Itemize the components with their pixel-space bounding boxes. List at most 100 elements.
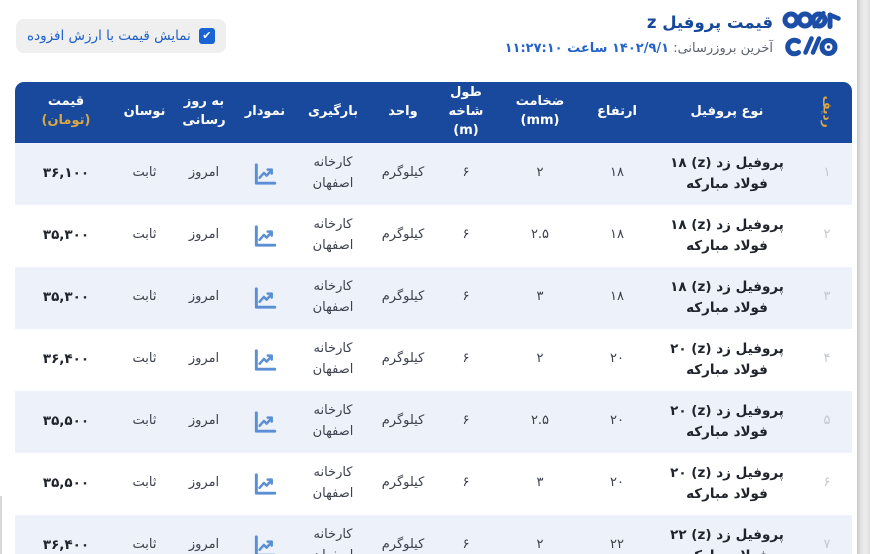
table-row: ۲ پروفیل زد (z) ۱۸ فولاد مبارکه ۱۸ ۲.۵ ۶… (15, 204, 852, 267)
unit-cell: کیلوگرم (381, 413, 425, 429)
price-cell: ۳۵,۵۰۰ (42, 413, 90, 430)
height-cell: ۱۸ (610, 289, 624, 305)
chart-icon[interactable] (252, 161, 278, 187)
loading-cell: کارخانه اصفهان (312, 465, 354, 501)
col-header-profile-type: نوع پروفیل (652, 82, 802, 143)
loading-cell: کارخانه اصفهان (312, 155, 354, 191)
thickness-cell: ۲ (536, 165, 544, 181)
topbar: قیمت پروفیل z آخرین بروزرسانی: ۱۴۰۲/۹/۱ … (0, 0, 870, 80)
updated-cell: امروز (188, 227, 220, 243)
price-cell: ۳۶,۴۰۰ (42, 351, 90, 368)
col-header-height: ارتفاع (582, 82, 652, 143)
col-header-chart: نمودار (236, 82, 294, 143)
height-cell: ۲۰ (610, 475, 624, 491)
row-index-cell: ۲ (823, 227, 831, 243)
loading-cell: کارخانه اصفهان (312, 403, 354, 439)
chart-cell (236, 205, 294, 267)
height-cell: ۲۰ (610, 413, 624, 429)
site-logo-icon[interactable] (782, 4, 846, 64)
unit-cell: کیلوگرم (381, 227, 425, 243)
unit-cell: کیلوگرم (381, 165, 425, 181)
height-cell: ۲۰ (610, 351, 624, 367)
change-cell: ثابت (132, 351, 157, 367)
col-header-row-index: ردیف (802, 82, 852, 143)
table-row: ۶ پروفیل زد (z) ۲۰ فولاد مبارکه ۲۰ ۳ ۶ ک… (15, 452, 852, 515)
profile-name-cell: پروفیل زد (z) ۱۸ فولاد مبارکه (670, 278, 784, 316)
chart-icon[interactable] (252, 471, 278, 497)
thickness-cell: ۲.۵ (530, 413, 550, 429)
height-cell: ۱۸ (610, 165, 624, 181)
loading-cell: کارخانه اصفهان (312, 341, 354, 377)
profile-name-cell: پروفیل زد (z) ۲۰ فولاد مبارکه (670, 340, 784, 378)
row-index-cell: ۳ (823, 289, 831, 305)
price-cell: ۳۵,۳۰۰ (42, 227, 90, 244)
chart-icon[interactable] (252, 223, 278, 249)
length-cell: ۶ (462, 413, 470, 429)
price-cell: ۳۶,۱۰۰ (42, 165, 90, 182)
table-row: ۷ پروفیل زد (z) ۲۲ فولاد مبارکه ۲۲ ۲ ۶ ک… (15, 514, 852, 554)
chart-cell (236, 515, 294, 554)
updated-cell: امروز (188, 351, 220, 367)
thickness-cell: ۲.۵ (530, 227, 550, 243)
chart-cell (236, 453, 294, 515)
chart-icon[interactable] (252, 285, 278, 311)
updated-cell: امروز (188, 475, 220, 491)
chart-icon[interactable] (252, 533, 278, 554)
chart-cell (236, 267, 294, 329)
height-cell: ۱۸ (610, 227, 624, 243)
col-header-price: قیمت (تومان) (15, 82, 117, 143)
profile-name-cell: پروفیل زد (z) ۱۸ فولاد مبارکه (670, 154, 784, 192)
change-cell: ثابت (132, 413, 157, 429)
price-cell: ۳۵,۳۰۰ (42, 289, 90, 306)
table-row: ۴ پروفیل زد (z) ۲۰ فولاد مبارکه ۲۰ ۲ ۶ ک… (15, 328, 852, 391)
page-title: قیمت پروفیل z (646, 13, 773, 32)
last-update-value: ۱۴۰۲/۹/۱ ساعت ۱۱:۲۷:۱۰ (504, 41, 670, 57)
loading-cell: کارخانه اصفهان (313, 527, 354, 554)
height-cell: ۲۲ (610, 537, 624, 553)
change-cell: ثابت (132, 227, 157, 243)
chart-cell (236, 143, 294, 205)
price-table: ردیف نوع پروفیل ارتفاع ضخامت (mm) طول شاخ… (15, 82, 852, 554)
unit-cell: کیلوگرم (381, 289, 425, 305)
unit-cell: کیلوگرم (381, 475, 425, 491)
chart-icon[interactable] (252, 347, 278, 373)
brand: قیمت پروفیل z آخرین بروزرسانی: ۱۴۰۲/۹/۱ … (505, 4, 846, 64)
profile-name-cell: پروفیل زد (z) ۲۰ فولاد مبارکه (670, 402, 784, 440)
price-table-wrap: ردیف نوع پروفیل ارتفاع ضخامت (mm) طول شاخ… (15, 82, 852, 554)
length-cell: ۶ (462, 227, 470, 243)
scrollbar[interactable] (857, 0, 870, 554)
length-cell: ۶ (462, 475, 470, 491)
row-index-cell: ۴ (823, 351, 831, 367)
profile-name-cell: پروفیل زد (z) ۲۰ فولاد مبارکه (670, 464, 784, 502)
left-edge-artifact (0, 496, 2, 554)
checkbox-checked-icon[interactable]: ✔ (198, 28, 215, 44)
last-update-line: آخرین بروزرسانی: ۱۴۰۲/۹/۱ ساعت ۱۱:۲۷:۱۰ (505, 41, 773, 56)
profile-name-cell: پروفیل زد (z) ۱۸ فولاد مبارکه (670, 216, 784, 254)
change-cell: ثابت (132, 289, 157, 305)
chart-cell (236, 391, 294, 453)
title-block: قیمت پروفیل z آخرین بروزرسانی: ۱۴۰۲/۹/۱ … (505, 4, 773, 56)
length-cell: ۶ (462, 351, 470, 367)
profile-name-cell: پروفیل زد (z) ۲۲ فولاد مبارکه (670, 526, 784, 554)
row-index-cell: ۶ (823, 475, 831, 491)
col-header-loading: بارگیری (294, 82, 372, 143)
chart-icon[interactable] (252, 409, 278, 435)
updated-cell: امروز (188, 289, 220, 305)
change-cell: ثابت (132, 537, 157, 553)
col-header-length: طول شاخه (m) (434, 82, 498, 143)
vat-toggle[interactable]: ✔ نمایش قیمت با ارزش افزوده (16, 19, 226, 53)
length-cell: ۶ (462, 537, 470, 553)
length-cell: ۶ (462, 165, 470, 181)
loading-cell: کارخانه اصفهان (312, 279, 354, 315)
row-index-cell: ۷ (823, 537, 831, 553)
col-header-unit: واحد (372, 82, 434, 143)
thickness-cell: ۳ (536, 475, 544, 491)
price-cell: ۳۶,۴۰۰ (42, 537, 90, 554)
table-row: ۳ پروفیل زد (z) ۱۸ فولاد مبارکه ۱۸ ۳ ۶ ک… (15, 266, 852, 329)
price-cell: ۳۵,۵۰۰ (42, 475, 90, 492)
updated-cell: امروز (188, 413, 220, 429)
thickness-cell: ۳ (536, 289, 544, 305)
length-cell: ۶ (462, 289, 470, 305)
updated-cell: امروز (188, 537, 220, 553)
chart-cell (236, 329, 294, 391)
